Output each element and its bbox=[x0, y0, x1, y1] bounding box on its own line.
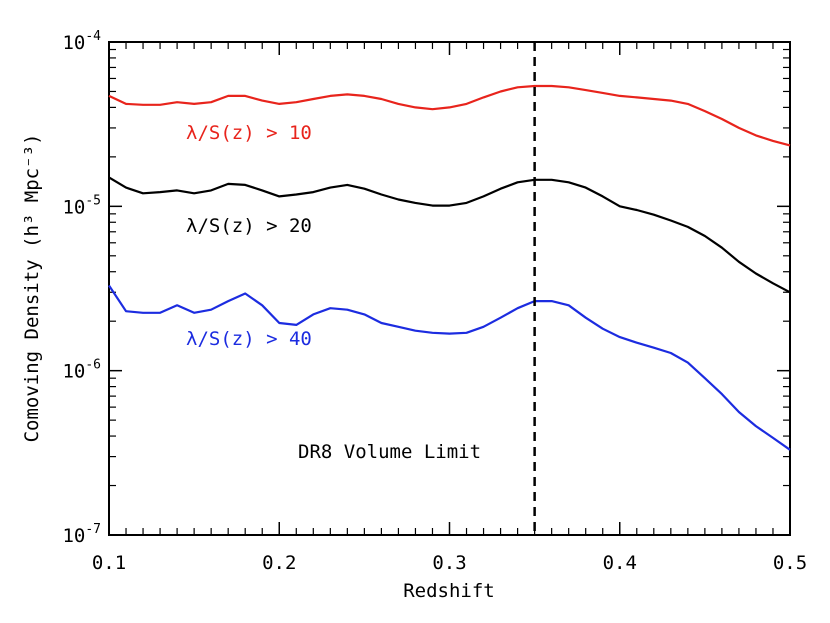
x-tick-labels: 0.1 0.2 0.3 0.4 0.5 bbox=[92, 552, 807, 574]
y-tick-label: 10-5 bbox=[62, 193, 101, 218]
x-axis-title: Redshift bbox=[403, 580, 495, 602]
y-tick-label: 10-4 bbox=[62, 29, 101, 54]
axis-ticks bbox=[108, 41, 791, 536]
y-tick-label: 10-6 bbox=[62, 358, 101, 383]
x-tick-label: 0.2 bbox=[262, 552, 296, 574]
series-line-2 bbox=[108, 284, 791, 451]
series-line-1 bbox=[108, 176, 791, 294]
series-label-10: λ/S(z) > 10 bbox=[186, 122, 312, 144]
x-tick-label: 0.5 bbox=[773, 552, 807, 574]
y-tick-label: 10-7 bbox=[62, 522, 101, 547]
y-axis-title: Comoving Density (h³ Mpc⁻³) bbox=[21, 134, 43, 443]
volume-limit-annotation: DR8 Volume Limit bbox=[298, 441, 481, 463]
y-tick-labels: 10-7 10-6 10-5 10-4 bbox=[62, 29, 101, 547]
x-tick-label: 0.3 bbox=[432, 552, 466, 574]
series-line-0 bbox=[108, 84, 791, 147]
x-tick-label: 0.1 bbox=[92, 552, 126, 574]
series-lines bbox=[108, 84, 791, 451]
x-tick-label: 0.4 bbox=[603, 552, 637, 574]
series-label-20: λ/S(z) > 20 bbox=[186, 215, 312, 237]
series-label-40: λ/S(z) > 40 bbox=[186, 328, 312, 350]
